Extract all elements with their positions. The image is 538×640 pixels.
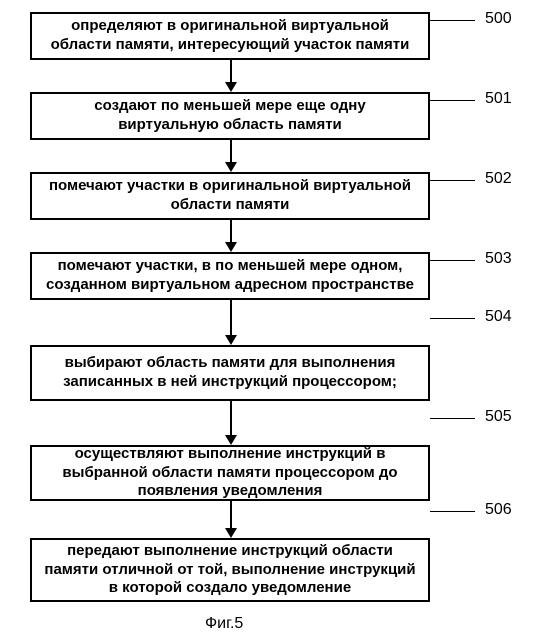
leader-line: [430, 511, 475, 512]
flowchart-step-text: определяют в оригинальной виртуальной об…: [42, 17, 418, 55]
flowchart-step-box: осуществляют выполнение инструкций в выб…: [30, 445, 430, 501]
flowchart-step-text: помечают участки, в по меньшей мере одно…: [42, 257, 418, 295]
leader-line: [430, 20, 475, 21]
flowchart-step-text: передают выполнение инструкций области п…: [42, 542, 418, 598]
arrow-line: [230, 401, 232, 435]
arrow-head-icon: [225, 335, 237, 345]
arrow-head-icon: [225, 242, 237, 252]
flowchart-step-box: помечают участки, в по меньшей мере одно…: [30, 252, 430, 300]
leader-line: [430, 260, 475, 261]
arrow-line: [230, 220, 232, 242]
arrow-head-icon: [225, 435, 237, 445]
leader-line: [430, 318, 475, 319]
flowchart-step-box: определяют в оригинальной виртуальной об…: [30, 12, 430, 60]
reference-label: 505: [485, 408, 512, 426]
reference-label: 503: [485, 250, 512, 268]
leader-line: [430, 100, 475, 101]
reference-label: 504: [485, 308, 512, 326]
reference-label: 500: [485, 10, 512, 28]
flowchart-step-text: выбирают область памяти для выполнения з…: [42, 354, 418, 392]
reference-label: 506: [485, 501, 512, 519]
figure-caption: Фиг.5: [205, 615, 243, 633]
arrow-head-icon: [225, 82, 237, 92]
arrow-line: [230, 60, 232, 82]
leader-line: [430, 418, 475, 419]
arrow-line: [230, 140, 232, 162]
flowchart-step-box: помечают участки в оригинальной виртуаль…: [30, 172, 430, 220]
arrow-line: [230, 501, 232, 528]
flowchart-step-text: создают по меньшей мере еще одну виртуал…: [42, 97, 418, 135]
reference-label: 501: [485, 90, 512, 108]
leader-line: [430, 180, 475, 181]
arrow-head-icon: [225, 528, 237, 538]
arrow-head-icon: [225, 162, 237, 172]
flowchart-step-text: осуществляют выполнение инструкций в выб…: [42, 445, 418, 501]
arrow-line: [230, 300, 232, 335]
flowchart-step-box: выбирают область памяти для выполнения з…: [30, 345, 430, 401]
flowchart-canvas: определяют в оригинальной виртуальной об…: [0, 0, 538, 640]
flowchart-step-box: передают выполнение инструкций области п…: [30, 538, 430, 602]
flowchart-step-box: создают по меньшей мере еще одну виртуал…: [30, 92, 430, 140]
reference-label: 502: [485, 170, 512, 188]
flowchart-step-text: помечают участки в оригинальной виртуаль…: [42, 177, 418, 215]
